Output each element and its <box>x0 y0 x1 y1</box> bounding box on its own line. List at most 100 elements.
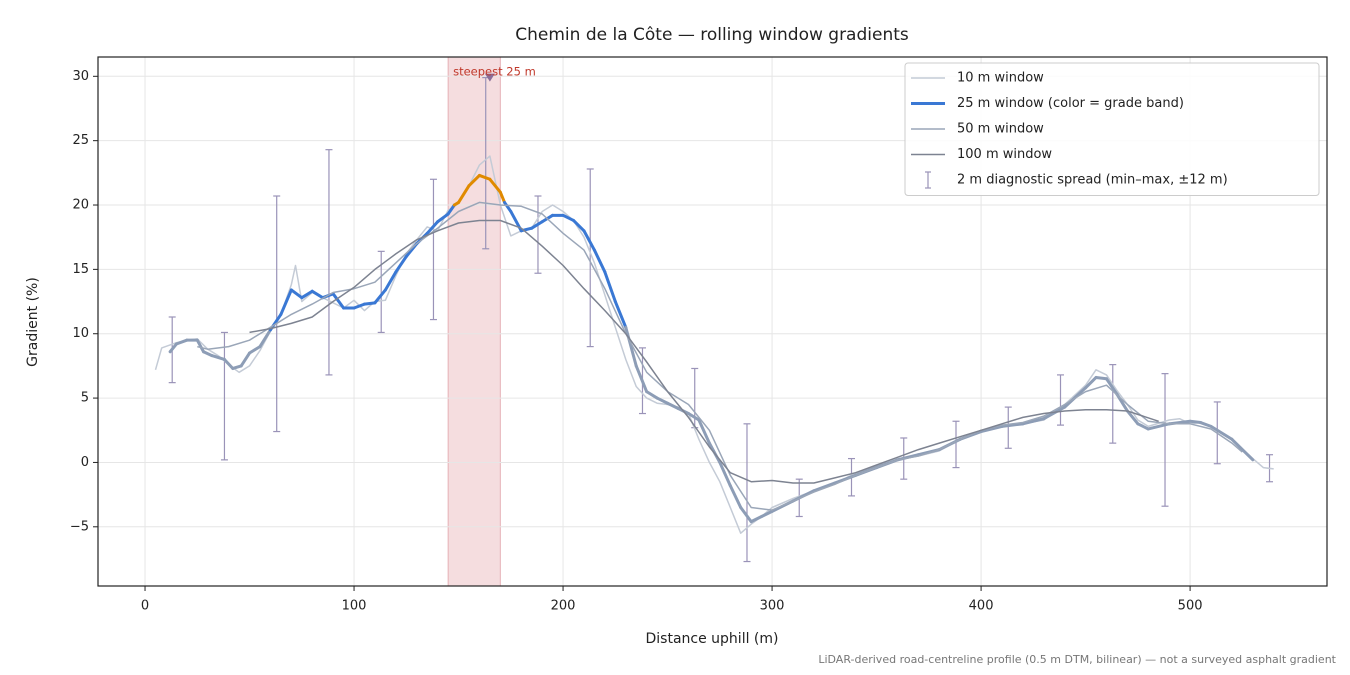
line-segment <box>174 338 189 346</box>
line-segment <box>310 289 325 300</box>
line-segment <box>1230 437 1255 462</box>
line-segment <box>1084 375 1098 390</box>
line-segment <box>289 288 304 300</box>
line-segment <box>488 177 502 194</box>
line-segment <box>248 345 262 355</box>
line-segment <box>739 505 753 524</box>
line-segment <box>1021 417 1046 426</box>
line-segment <box>613 300 628 329</box>
error-bar <box>429 178 437 321</box>
y-axis-label: Gradient (%) <box>25 277 41 367</box>
line-segment <box>572 218 586 233</box>
line-segment <box>1146 422 1171 431</box>
legend-label: 10 m window <box>957 71 1044 86</box>
y-tick-label: 30 <box>72 69 89 84</box>
line-segment <box>582 229 596 252</box>
line <box>249 219 1159 484</box>
plot-frame <box>97 56 1328 587</box>
line-segment <box>268 312 283 332</box>
legend-label: 100 m window <box>957 147 1052 162</box>
x-tick-label: 0 <box>141 599 149 614</box>
line-segment <box>467 173 481 188</box>
line-segment <box>592 248 607 274</box>
line-segment <box>425 220 440 235</box>
highlight-label: steepest 25 m <box>453 65 536 79</box>
line-segment <box>362 301 377 306</box>
error-bar <box>1057 374 1065 426</box>
peak-marker <box>484 73 495 82</box>
line-segment <box>195 338 206 354</box>
line-segment <box>718 460 732 488</box>
line-segment <box>812 481 837 493</box>
line-segment <box>530 220 544 230</box>
line-segment <box>1136 422 1150 431</box>
legend-label: 25 m window (color = grade band) <box>957 96 1184 111</box>
line-segment <box>446 203 456 216</box>
line-segment <box>202 350 214 358</box>
error-bar <box>1004 406 1012 449</box>
line-segment <box>498 190 507 204</box>
x-tick-label: 500 <box>1178 599 1203 614</box>
error-bar <box>325 149 333 376</box>
y-tick-label: 10 <box>72 326 89 341</box>
line-segment <box>394 255 408 274</box>
line-segment <box>655 396 670 405</box>
line-segment <box>728 484 743 509</box>
line-segment <box>979 424 1004 434</box>
line-segment <box>210 354 226 361</box>
line-segment <box>697 418 711 445</box>
line-segment <box>624 325 638 368</box>
error-bar <box>1161 373 1169 507</box>
error-bar <box>534 195 542 274</box>
line-segment <box>239 351 252 368</box>
error-bar <box>586 168 594 348</box>
line-segment <box>258 328 272 349</box>
x-axis-label: Distance uphill (m) <box>646 631 779 647</box>
error-bar <box>743 423 751 563</box>
y-tick-label: 25 <box>72 133 89 148</box>
x-tick-label: 400 <box>969 599 994 614</box>
line-segment <box>645 390 659 400</box>
legend-box <box>904 62 1320 196</box>
line-segment <box>634 364 649 394</box>
y-tick-label: 5 <box>81 391 89 406</box>
line-segment <box>686 412 701 422</box>
line-segment <box>168 342 178 354</box>
line-segment <box>1188 419 1203 425</box>
chart-title: Chemin de la Côte — rolling window gradi… <box>515 25 909 45</box>
line-segment <box>760 509 774 518</box>
line-segment <box>1104 377 1119 396</box>
line-segment <box>749 514 764 524</box>
line-segment <box>331 292 346 310</box>
legend-label: 2 m diagnostic spread (min–max, ±12 m) <box>957 173 1228 188</box>
error-bar <box>1109 364 1117 444</box>
y-tick-label: −5 <box>70 519 89 534</box>
line-segment <box>352 302 366 310</box>
line-segment <box>1199 421 1213 428</box>
highlight-band <box>447 56 501 587</box>
line-segment <box>1125 409 1140 426</box>
y-tick-label: 20 <box>72 198 89 213</box>
error-bar <box>273 195 281 433</box>
line-segment <box>561 213 576 222</box>
legend-label: 50 m window <box>957 122 1044 137</box>
line-segment <box>503 200 513 213</box>
line <box>154 155 1274 534</box>
line-segment <box>383 270 398 292</box>
line-segment <box>279 288 293 316</box>
y-tick-label: 0 <box>81 455 89 470</box>
error-bar <box>220 331 228 461</box>
footnote: LiDAR-derived road-centreline profile (0… <box>818 653 1336 666</box>
x-tick-label: 300 <box>760 599 785 614</box>
line-segment <box>373 288 387 305</box>
line-segment <box>457 184 471 204</box>
line <box>197 201 1243 511</box>
x-tick-label: 200 <box>551 599 576 614</box>
x-tick-label: 100 <box>342 599 367 614</box>
line-segment <box>436 212 450 224</box>
legend: 10 m window 25 m window (color = grade ba… <box>904 62 1320 196</box>
line-segment <box>1000 422 1025 428</box>
line-segment <box>477 173 492 181</box>
y-tick-label: 15 <box>72 262 89 277</box>
